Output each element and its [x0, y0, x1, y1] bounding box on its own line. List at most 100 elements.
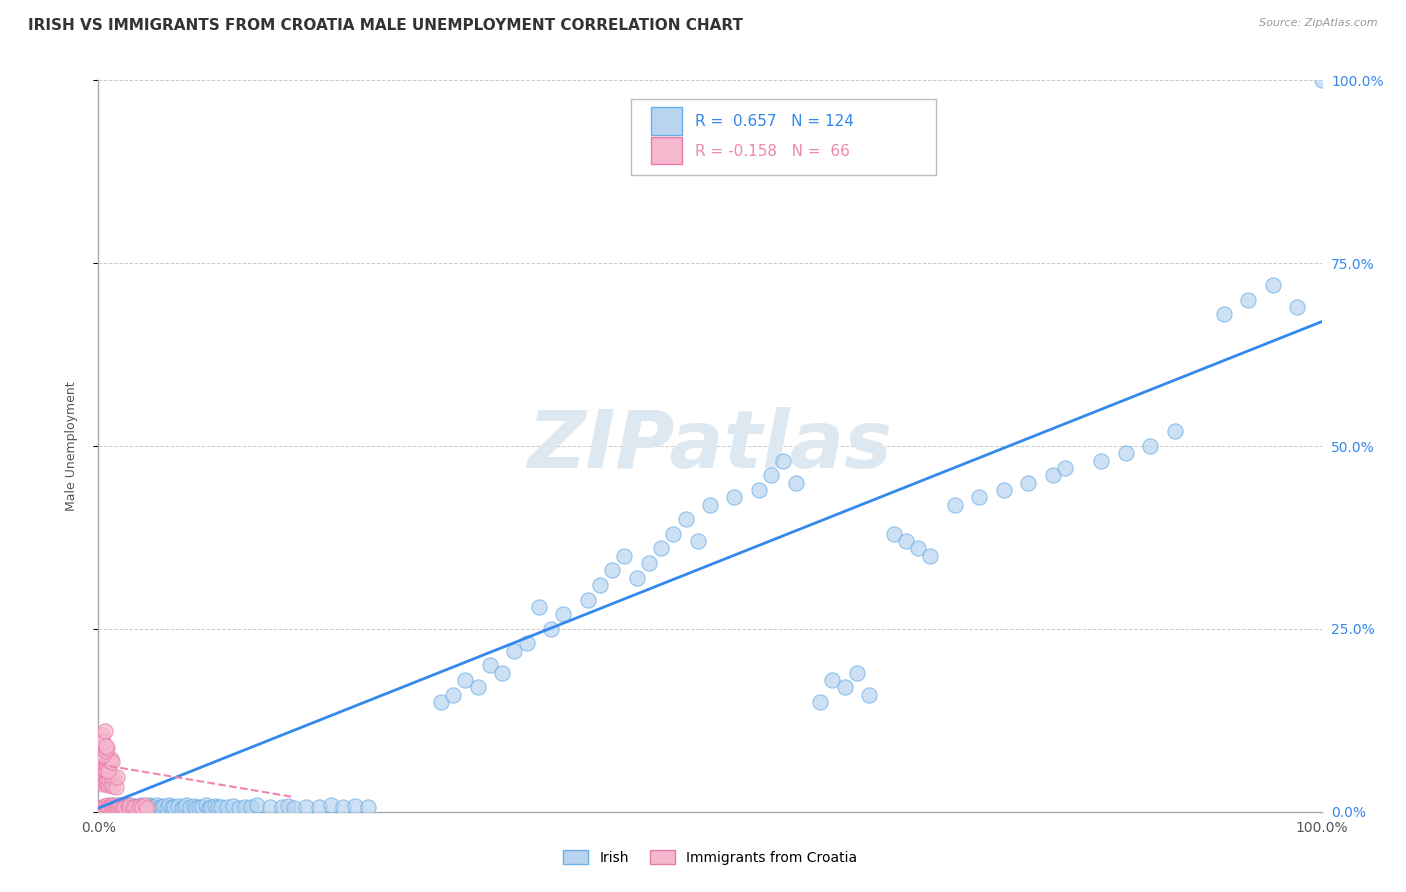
- Point: [108, 800, 131, 814]
- Point: [127, 799, 149, 814]
- Point: [94, 739, 117, 753]
- Point: [821, 673, 844, 687]
- Point: [101, 772, 124, 786]
- Point: [111, 800, 134, 814]
- Point: [246, 798, 269, 813]
- Point: [240, 800, 263, 814]
- Point: [97, 800, 120, 814]
- Point: [124, 799, 146, 814]
- Point: [131, 801, 153, 815]
- Point: [136, 800, 159, 814]
- Point: [100, 778, 122, 792]
- Point: [90, 761, 112, 775]
- Point: [139, 801, 162, 815]
- Point: [187, 799, 209, 814]
- Point: [118, 798, 141, 813]
- Point: [553, 607, 575, 622]
- Point: [344, 798, 367, 813]
- Point: [200, 799, 222, 814]
- Point: [589, 578, 612, 592]
- Point: [808, 695, 831, 709]
- Point: [907, 541, 929, 556]
- Point: [441, 688, 464, 702]
- Point: [105, 770, 128, 784]
- Point: [91, 745, 114, 759]
- Point: [91, 735, 114, 749]
- Point: [105, 801, 128, 815]
- Point: [114, 800, 136, 814]
- Point: [94, 801, 117, 815]
- Point: [1053, 461, 1076, 475]
- Point: [98, 772, 121, 787]
- Point: [167, 798, 190, 813]
- FancyBboxPatch shape: [630, 99, 936, 176]
- Point: [120, 801, 142, 815]
- Point: [170, 801, 193, 815]
- Point: [129, 798, 152, 813]
- Point: [129, 798, 152, 813]
- Point: [93, 798, 115, 813]
- FancyBboxPatch shape: [651, 136, 682, 164]
- Point: [143, 801, 166, 815]
- Point: [723, 490, 745, 504]
- Point: [1212, 307, 1234, 321]
- Point: [197, 801, 219, 815]
- Point: [124, 798, 146, 813]
- Point: [142, 800, 165, 814]
- Point: [894, 534, 917, 549]
- Point: [97, 800, 120, 814]
- Point: [101, 798, 124, 813]
- Point: [103, 798, 125, 813]
- Point: [100, 752, 122, 766]
- Point: [90, 731, 112, 746]
- Point: [120, 799, 142, 814]
- Point: [111, 799, 134, 814]
- Point: [699, 498, 721, 512]
- Point: [157, 798, 180, 813]
- Point: [270, 800, 294, 814]
- Point: [283, 801, 305, 815]
- Point: [90, 801, 112, 815]
- Point: [295, 799, 318, 814]
- Point: [98, 799, 121, 814]
- Point: [150, 800, 173, 814]
- Point: [576, 592, 599, 607]
- Point: [125, 801, 148, 815]
- Point: [94, 776, 117, 790]
- Point: [761, 468, 783, 483]
- Point: [96, 773, 118, 788]
- Text: Source: ZipAtlas.com: Source: ZipAtlas.com: [1260, 18, 1378, 28]
- Point: [103, 771, 125, 785]
- Point: [91, 728, 114, 742]
- Point: [90, 746, 112, 760]
- Point: [993, 483, 1015, 497]
- Point: [491, 665, 513, 680]
- Point: [748, 483, 770, 497]
- Point: [179, 800, 201, 814]
- Point: [93, 758, 115, 772]
- Point: [834, 681, 856, 695]
- Point: [98, 754, 121, 768]
- Point: [626, 571, 648, 585]
- Point: [149, 799, 172, 814]
- Point: [967, 490, 990, 504]
- Point: [108, 800, 131, 814]
- Point: [93, 774, 115, 789]
- Legend: Irish, Immigrants from Croatia: Irish, Immigrants from Croatia: [558, 845, 862, 871]
- Point: [131, 800, 153, 814]
- Point: [527, 599, 550, 614]
- Text: R =  0.657   N = 124: R = 0.657 N = 124: [696, 114, 855, 129]
- Point: [120, 798, 142, 813]
- Point: [356, 800, 378, 814]
- Point: [160, 799, 183, 814]
- Point: [308, 800, 330, 814]
- Point: [121, 800, 143, 814]
- Point: [101, 798, 124, 813]
- Text: IRISH VS IMMIGRANTS FROM CROATIA MALE UNEMPLOYMENT CORRELATION CHART: IRISH VS IMMIGRANTS FROM CROATIA MALE UN…: [28, 18, 744, 33]
- Point: [110, 799, 132, 814]
- Point: [91, 799, 114, 814]
- Point: [1261, 278, 1284, 293]
- Point: [650, 541, 672, 556]
- Point: [259, 799, 281, 814]
- Point: [173, 799, 195, 814]
